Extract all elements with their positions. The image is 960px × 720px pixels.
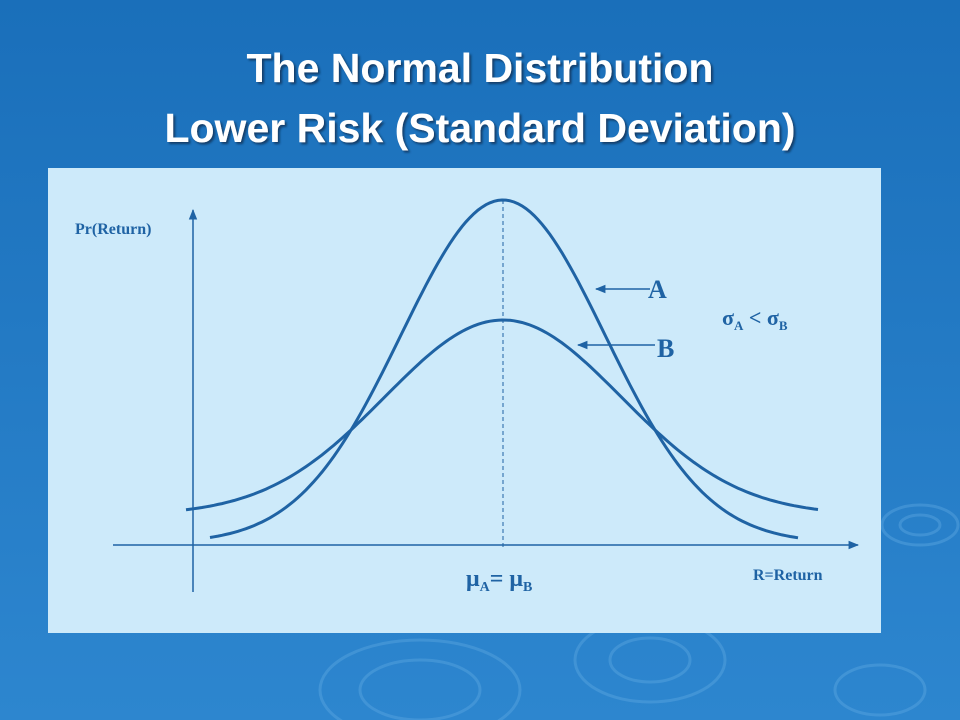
curve-a [209, 198, 799, 540]
operator: = [490, 566, 510, 592]
title-line: The Normal Distribution [247, 45, 714, 91]
symbol: μ [466, 566, 480, 592]
symbol: σ [722, 305, 734, 330]
curve-label: B [657, 334, 674, 363]
symbol: σ [767, 305, 779, 330]
operator: < [743, 305, 767, 330]
symbol: μ [509, 566, 523, 592]
x-axis-label: R=Return [753, 567, 823, 584]
subscript: A [480, 580, 491, 595]
diagram-panel [48, 168, 881, 633]
mean-relation: μA= μB [466, 566, 532, 595]
ripples [318, 503, 960, 720]
curve-label: A [648, 275, 667, 304]
subscript: A [734, 318, 744, 333]
subscript: B [779, 318, 788, 333]
subscript: B [523, 580, 532, 595]
title-line: Lower Risk (Standard Deviation) [164, 105, 795, 151]
y-axis-label: Pr(Return) [75, 221, 151, 238]
sigma-relation: σA < σB [722, 305, 788, 333]
curve-b [185, 318, 819, 512]
